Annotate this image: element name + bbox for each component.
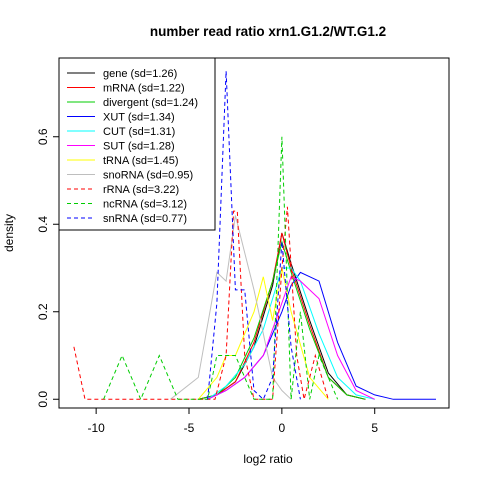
series-line-divergent (198, 239, 366, 400)
series-line-cut (207, 267, 375, 400)
legend-label-ncrna: ncRNA (sd=3.12) (103, 199, 187, 211)
series-line-mrna (198, 232, 366, 400)
legend-label-mrna: mRNA (sd=1.22) (103, 83, 185, 95)
x-axis-label: log2 ratio (243, 452, 293, 466)
legend-label-trna: tRNA (sd=1.45) (103, 155, 179, 167)
legend: gene (sd=1.26) mRNA (sd=1.22) divergent (s… (58, 57, 216, 231)
series-line-snrna (207, 71, 301, 401)
x-axis: -10 -5 0 5 (87, 407, 378, 435)
series-layer (73, 71, 436, 401)
series-line-trna (197, 267, 329, 400)
legend-label-snrna: snRNA (sd=0.77) (103, 213, 187, 225)
legend-label-cut: CUT (sd=1.31) (103, 126, 175, 138)
y-tick-label: 0.2 (36, 303, 50, 320)
x-tick-label: 0 (279, 421, 286, 435)
x-tick-label: -5 (184, 421, 195, 435)
chart-title: number read ratio xrn1.G1.2/WT.G1.2 (150, 24, 386, 39)
legend-label-snorna: snoRNA (sd=0.95) (103, 170, 193, 182)
series-line-snorna (170, 215, 292, 400)
y-axis: 0.0 0.2 0.4 0.6 (36, 128, 60, 408)
legend-label-xut: XUT (sd=1.34) (103, 112, 175, 124)
x-tick-label: 5 (371, 421, 378, 435)
legend-label-sut: SUT (sd=1.28) (103, 141, 175, 153)
y-tick-label: 0.4 (36, 216, 50, 233)
x-tick-label: -10 (87, 421, 105, 435)
series-line-rrna (73, 206, 329, 400)
series-line-gene (198, 232, 366, 400)
y-tick-label: 0.0 (36, 391, 50, 408)
legend-label-gene: gene (sd=1.26) (103, 68, 177, 80)
legend-label-divergent: divergent (sd=1.24) (103, 97, 198, 109)
y-axis-label: density (2, 214, 16, 252)
series-line-sut (207, 276, 375, 400)
y-tick-label: 0.6 (36, 128, 50, 145)
legend-label-rrna: rRNA (sd=3.22) (103, 184, 179, 196)
legend-box (58, 57, 216, 231)
